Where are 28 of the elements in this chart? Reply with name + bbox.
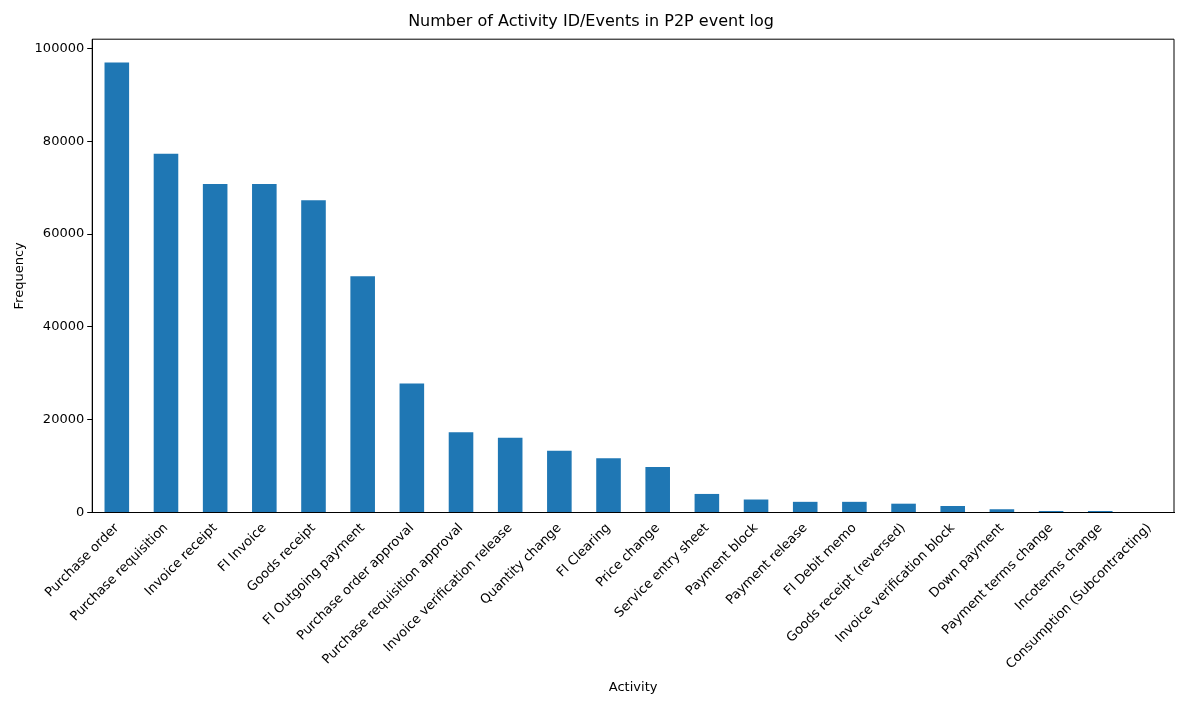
bar [399,383,425,512]
bar [694,493,720,512]
y-tick-label: 0 [75,503,85,519]
chart-title: Number of Activity ID/Events in P2P event log [408,10,774,30]
bar [940,506,966,512]
bar [497,437,523,512]
bar [743,499,769,512]
y-tick-label: 20000 [42,411,85,427]
bar [842,501,867,512]
bar [596,458,621,512]
bar [891,503,916,512]
bar [104,62,130,512]
y-tick-label: 40000 [42,318,85,334]
bar [301,200,326,512]
x-axis-title: Activity [608,678,658,694]
y-axis-title: Frequency [11,241,27,310]
y-tick-label: 60000 [42,225,85,241]
bar [792,501,818,512]
bar [153,153,179,512]
y-tick-label: 80000 [42,132,85,148]
bar [202,183,228,512]
bar [252,183,277,512]
bar [645,467,670,512]
bar [547,450,572,512]
bar [350,276,375,512]
y-tick-label: 100000 [34,39,85,55]
bar [448,432,474,512]
bar [989,509,1015,512]
